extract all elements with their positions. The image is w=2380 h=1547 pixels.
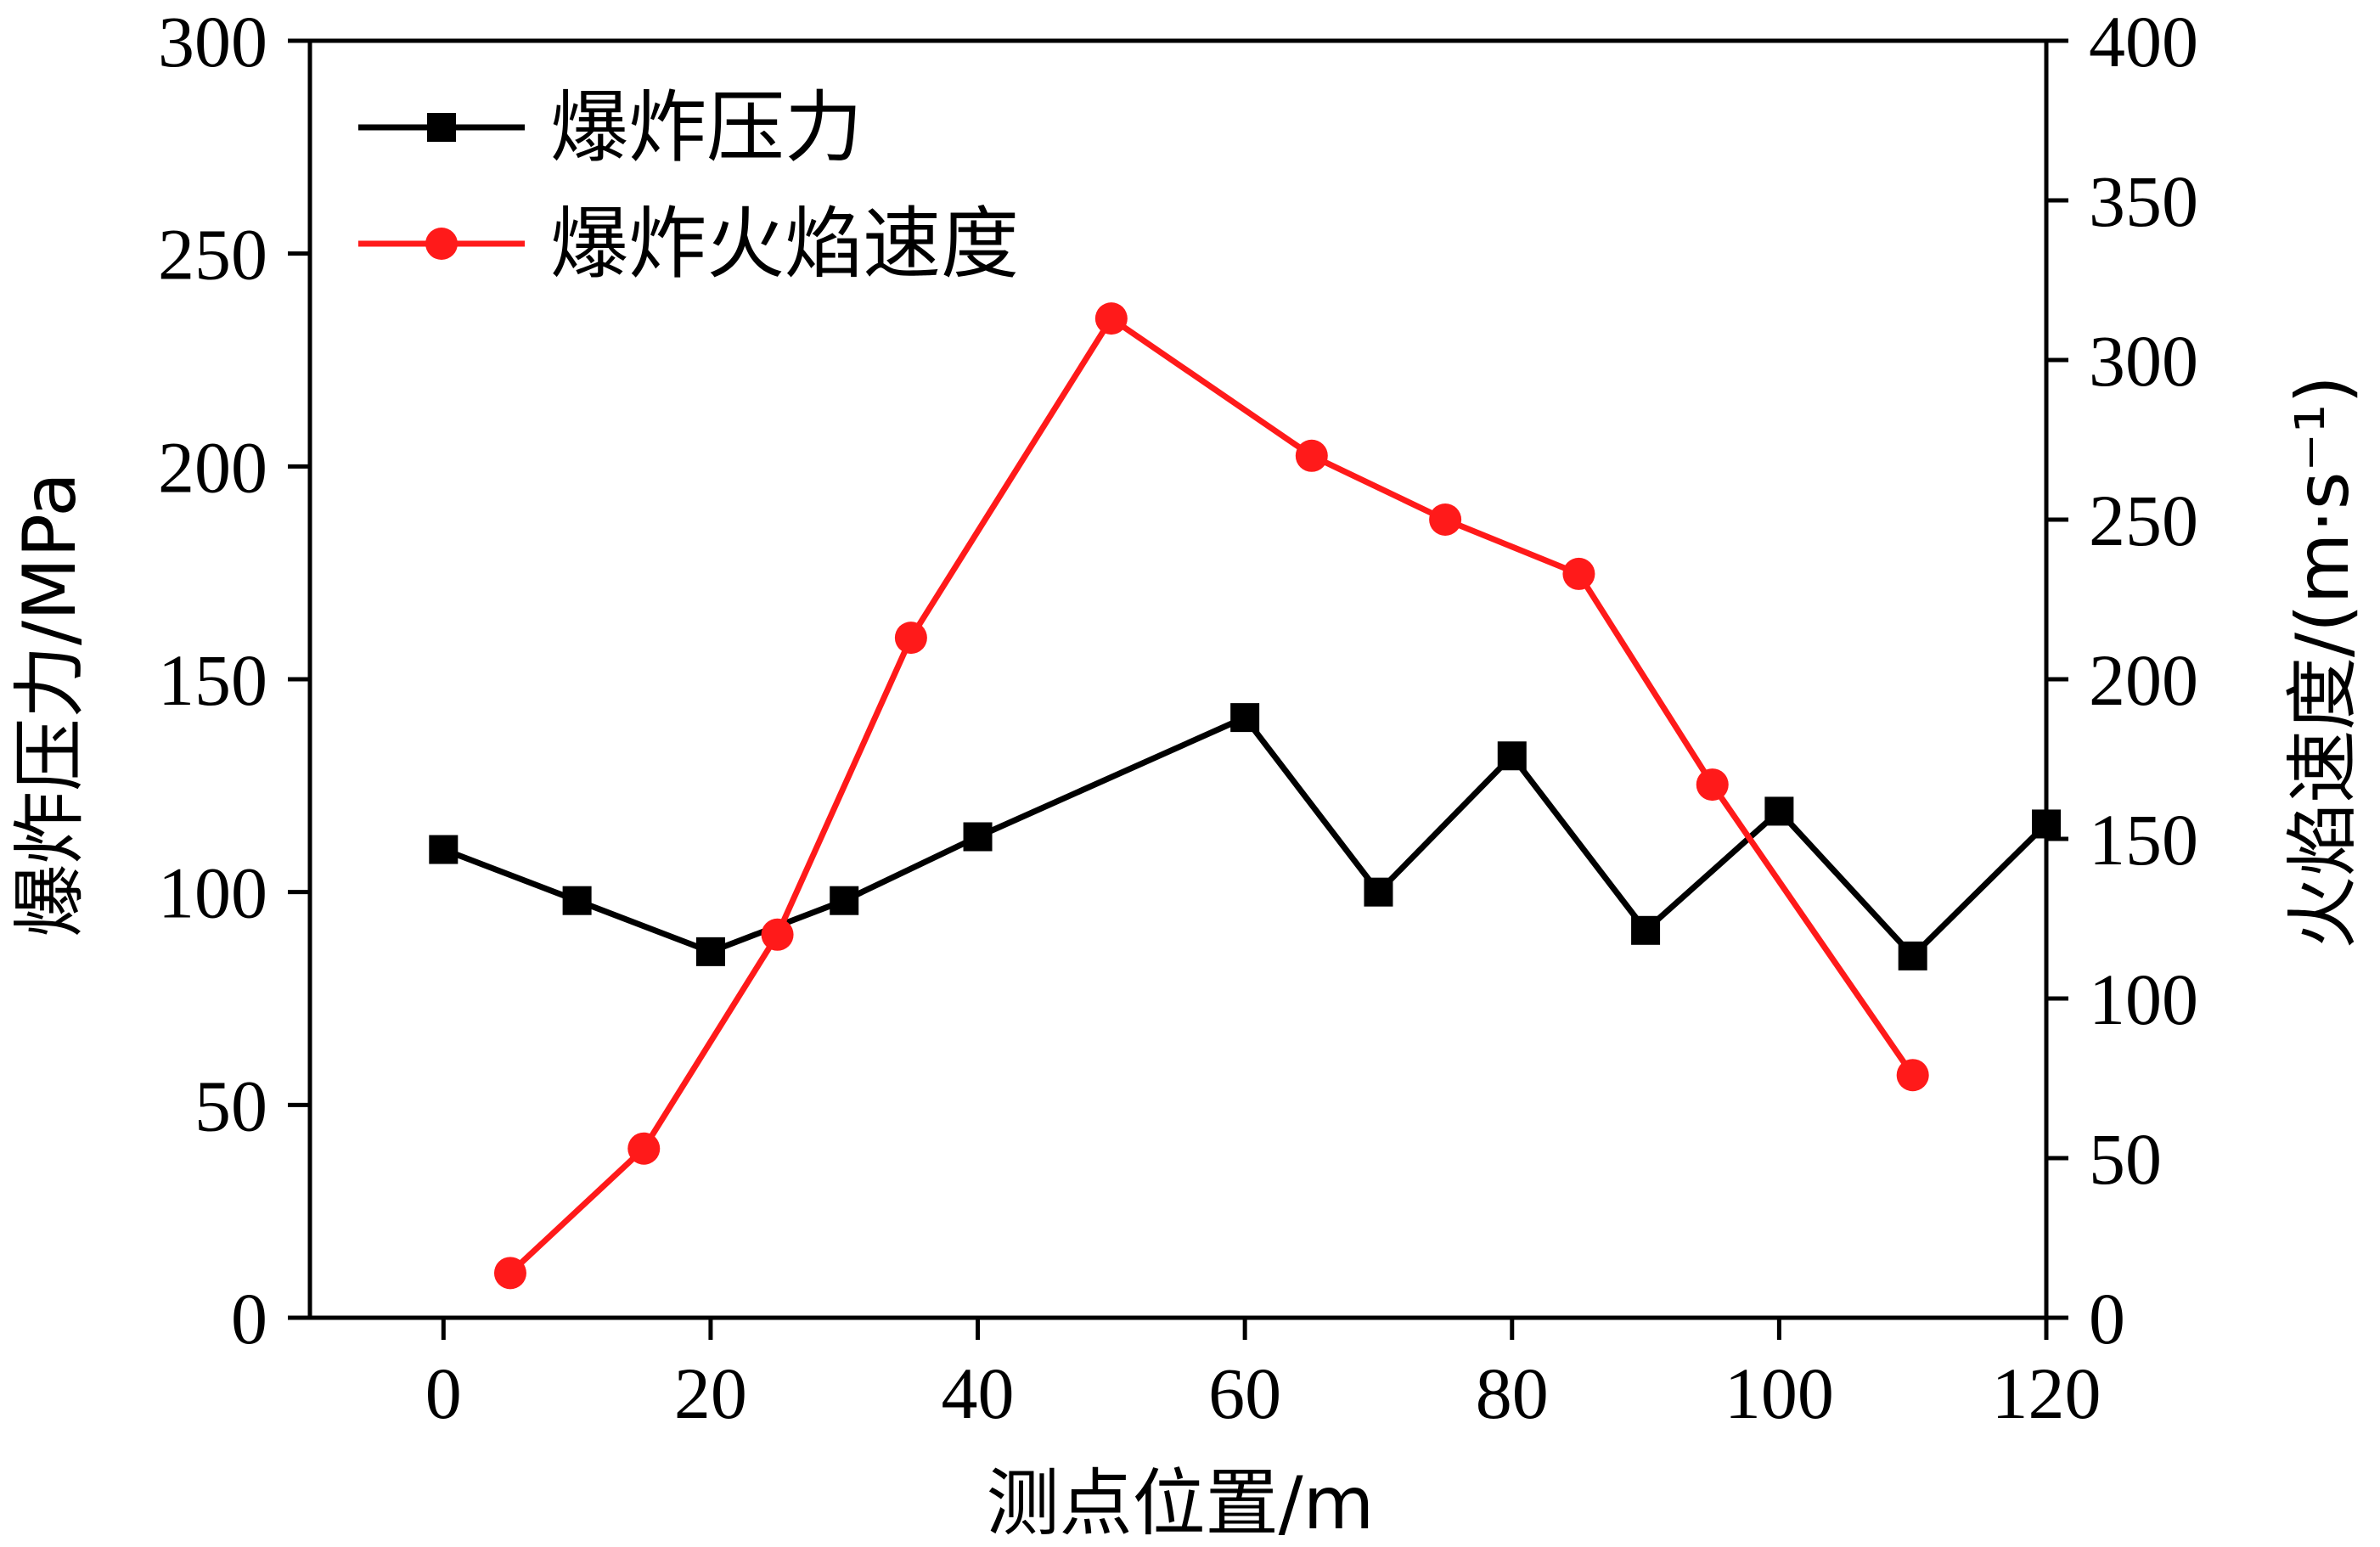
series-line [442, 714, 2049, 959]
series-0 [429, 703, 2061, 970]
data-point [1562, 557, 1595, 590]
data-point [2032, 809, 2061, 839]
legend-label: 爆炸火焰速度 [550, 199, 1019, 290]
data-point [1631, 915, 1661, 945]
series-line [508, 315, 1916, 1275]
data-point [894, 622, 927, 655]
data-point [1696, 768, 1729, 802]
data-point [761, 918, 794, 951]
y-left-tick-label: 200 [158, 426, 267, 508]
data-point [1295, 439, 1328, 472]
data-point [1364, 877, 1393, 907]
data-point [1094, 302, 1128, 335]
y-right-tick-label: 150 [2089, 799, 2198, 880]
series-layer [429, 302, 2061, 1290]
data-point [627, 1132, 661, 1165]
y-right-tick-label: 300 [2089, 320, 2198, 402]
data-point [1764, 796, 1794, 826]
y-left-tick-label: 100 [158, 852, 267, 934]
data-point [963, 822, 993, 852]
y-right-tick-label: 250 [2089, 480, 2198, 561]
x-tick-label: 60 [1208, 1353, 1281, 1434]
data-point [695, 937, 725, 966]
y-right-axis-title: 火焰速度/(m·s⁻¹) [2281, 375, 2366, 949]
data-point [1898, 941, 1927, 970]
y-left-tick-label: 150 [158, 639, 267, 721]
y-right-tick-label: 100 [2089, 959, 2198, 1040]
legend-marker [427, 113, 456, 142]
legend-marker [425, 228, 458, 260]
x-tick-label: 80 [1476, 1353, 1549, 1434]
data-point [830, 886, 859, 915]
y-left-tick-label: 50 [194, 1065, 267, 1146]
y-left-tick-label: 250 [158, 214, 267, 295]
data-point [1230, 703, 1260, 733]
x-tick-label: 20 [674, 1353, 747, 1434]
series-1 [493, 302, 1929, 1290]
x-axis-title: 测点位置/m [987, 1461, 1375, 1546]
y-right-tick-label: 50 [2089, 1118, 2162, 1200]
y-left-tick-label: 300 [158, 1, 267, 82]
y-right-tick-label: 0 [2089, 1278, 2125, 1359]
y-right-tick-label: 400 [2089, 1, 2198, 82]
y-left-axis-title: 爆炸压力/MPa [8, 472, 93, 937]
x-axis: 0 20 40 60 80 100 120 [425, 1318, 2101, 1434]
y-left-tick-label: 0 [231, 1278, 267, 1359]
y-right-tick-label: 350 [2089, 160, 2198, 242]
data-point [1896, 1059, 1929, 1092]
x-tick-label: 120 [1992, 1353, 2101, 1434]
data-point [1497, 741, 1527, 771]
data-point [1429, 503, 1462, 536]
y-right-tick-label: 200 [2089, 639, 2198, 721]
legend-label: 爆炸压力 [550, 82, 863, 173]
y-right-axis: 0 50 100 150 200 250 300 350 400 [2046, 1, 2198, 1359]
data-point [429, 835, 459, 864]
data-point [493, 1257, 526, 1290]
x-tick-label: 100 [1725, 1353, 1834, 1434]
data-point [562, 886, 592, 915]
legend-item: 爆炸压力 [358, 82, 863, 173]
x-tick-label: 0 [425, 1353, 462, 1434]
x-tick-label: 40 [942, 1353, 1015, 1434]
y-left-axis: 0 50 100 150 200 250 300 [158, 1, 310, 1359]
legend-item: 爆炸火焰速度 [358, 199, 1019, 290]
